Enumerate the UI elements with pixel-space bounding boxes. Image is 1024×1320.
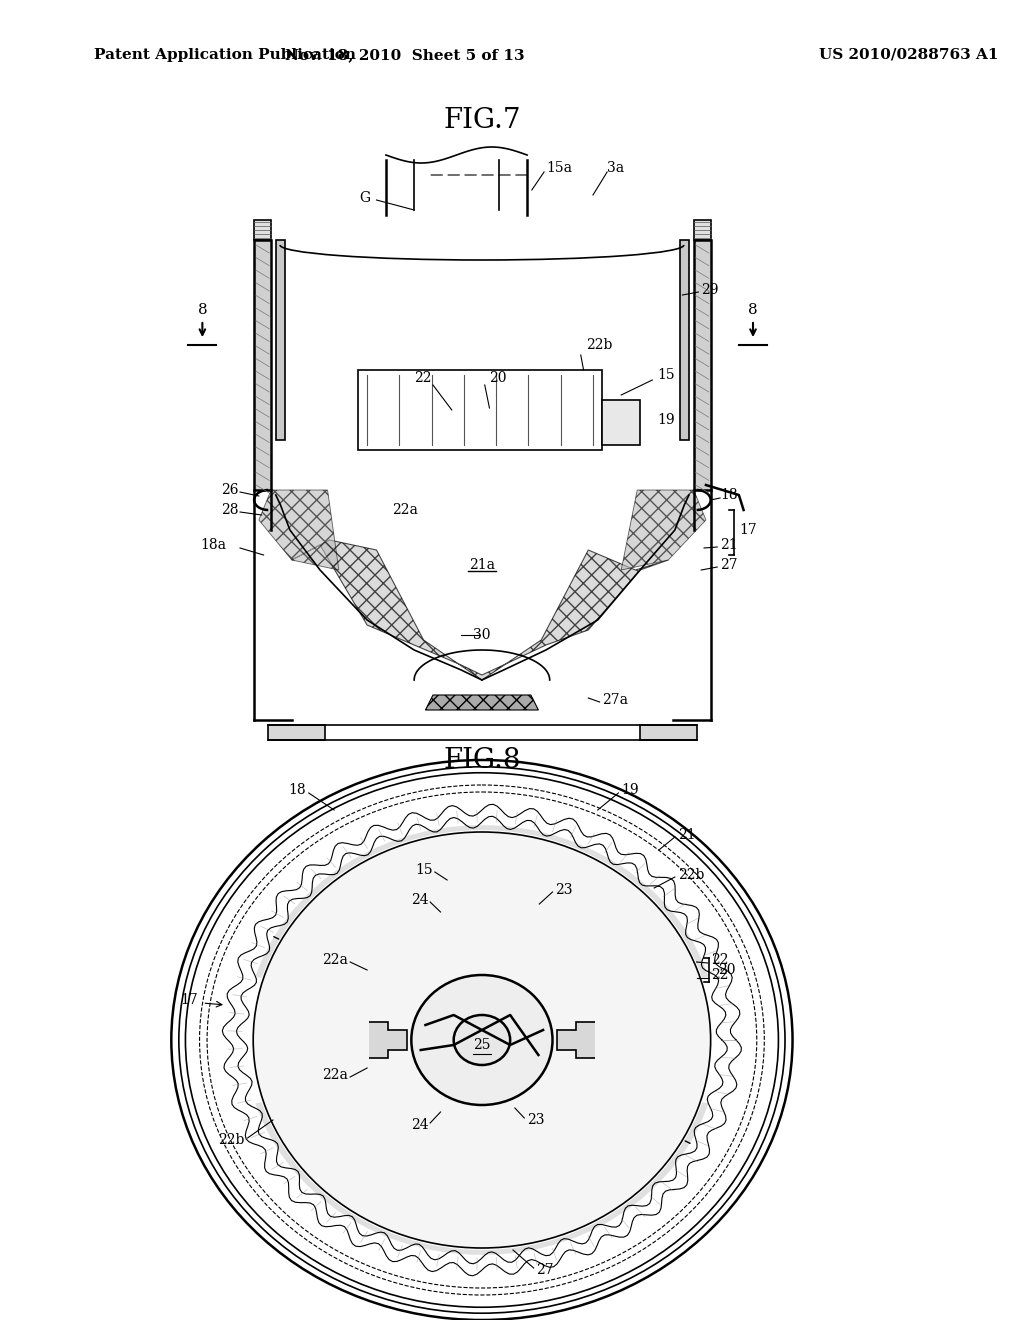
Text: FIG.8: FIG.8 [443, 747, 520, 774]
Ellipse shape [454, 1015, 510, 1065]
Bar [693, 240, 711, 490]
Polygon shape [292, 540, 669, 680]
Text: FIG.7: FIG.7 [443, 107, 521, 133]
Ellipse shape [253, 832, 711, 1247]
Text: Patent Application Publication: Patent Application Publication [94, 48, 356, 62]
Bar [254, 240, 271, 490]
Polygon shape [259, 490, 339, 570]
Ellipse shape [412, 975, 553, 1105]
Text: 21: 21 [720, 539, 737, 552]
Bar [693, 220, 711, 240]
Text: 8: 8 [198, 304, 207, 317]
Text: 25: 25 [473, 1038, 490, 1052]
Text: 19: 19 [622, 783, 639, 797]
Bar [680, 240, 689, 440]
Text: US 2010/0288763 A1: US 2010/0288763 A1 [819, 48, 998, 62]
Text: 22: 22 [711, 968, 728, 982]
Text: 18: 18 [289, 783, 306, 797]
Text: 28: 28 [220, 503, 239, 517]
Bar [268, 725, 325, 741]
Bar [275, 240, 286, 440]
Text: 18: 18 [720, 488, 737, 502]
Polygon shape [255, 825, 709, 978]
Text: 22: 22 [711, 953, 728, 968]
Text: 30: 30 [473, 628, 490, 642]
Text: 21: 21 [678, 828, 695, 842]
Text: 17: 17 [180, 993, 198, 1007]
Text: 19: 19 [657, 413, 675, 426]
Text: Nov. 18, 2010  Sheet 5 of 13: Nov. 18, 2010 Sheet 5 of 13 [285, 48, 524, 62]
Text: 27a: 27a [602, 693, 629, 708]
Text: 18a: 18a [200, 539, 226, 552]
Text: 17: 17 [739, 523, 757, 537]
Text: 20: 20 [489, 371, 507, 385]
Polygon shape [622, 490, 706, 570]
Text: 22a: 22a [323, 953, 348, 968]
Polygon shape [425, 696, 539, 710]
Bar [357, 370, 602, 450]
Text: G: G [358, 191, 370, 205]
Text: 22a: 22a [323, 1068, 348, 1082]
Text: 24: 24 [411, 1118, 428, 1133]
Text: 22a: 22a [392, 503, 418, 517]
Polygon shape [557, 1022, 595, 1059]
Bar [602, 400, 640, 445]
Text: 8: 8 [749, 304, 758, 317]
Text: 27: 27 [537, 1263, 554, 1276]
Text: 24: 24 [411, 894, 428, 907]
Text: 22b: 22b [678, 869, 705, 882]
Polygon shape [369, 1022, 407, 1059]
Text: 22: 22 [414, 371, 431, 385]
Text: 20: 20 [718, 964, 735, 977]
Text: 23: 23 [555, 883, 572, 898]
Bar [254, 220, 271, 240]
Text: 22b: 22b [218, 1133, 245, 1147]
Text: 23: 23 [527, 1113, 545, 1127]
Text: 15a: 15a [546, 161, 572, 176]
Text: 29: 29 [701, 282, 719, 297]
Text: 3a: 3a [607, 161, 625, 176]
Text: 26: 26 [220, 483, 239, 498]
Polygon shape [255, 1102, 709, 1255]
Text: 21a: 21a [469, 558, 495, 572]
Text: 27: 27 [720, 558, 737, 572]
Text: 22b: 22b [587, 338, 612, 352]
Text: 15: 15 [416, 863, 433, 876]
Bar [640, 725, 696, 741]
Text: 15: 15 [657, 368, 675, 381]
